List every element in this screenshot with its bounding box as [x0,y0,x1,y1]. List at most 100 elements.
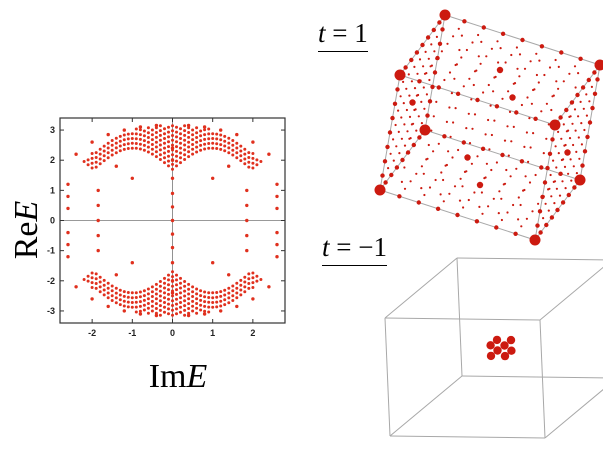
cube-2-label-eq: = −1 [329,232,387,262]
band-point [223,149,227,153]
x-axis-label-prefix: Im [148,358,187,395]
lattice-sphere [392,101,398,107]
data-point [219,128,223,132]
band-point [118,293,122,297]
lattice-sphere [427,57,430,60]
cube-edge [389,375,463,437]
lattice-sphere [515,46,518,49]
lattice-sphere [473,191,476,194]
band-point [239,149,243,153]
lattice-sphere [429,65,432,68]
band-point [106,141,110,145]
band-point [150,299,154,303]
lattice-sphere [493,76,496,79]
band-point [98,280,102,284]
band-point [223,298,227,302]
lattice-sphere [569,158,572,161]
band-point [183,308,187,312]
lattice-sphere [595,77,600,82]
lattice-sphere [531,210,534,213]
band-point [227,141,231,145]
lattice-sphere [572,143,575,147]
cube-edge [544,389,603,439]
band-point [203,137,207,141]
y-tick-label: 0 [50,216,55,226]
lattice-sphere [574,129,577,132]
lattice-sphere [500,31,506,36]
data-point [235,304,239,309]
lattice-sphere [400,157,405,163]
lattice-sphere [460,34,463,37]
cluster-sphere [500,351,510,361]
band-point [191,152,195,156]
band-point [158,299,162,303]
lattice-sphere [508,110,512,113]
band-point [255,158,259,162]
lattice-sphere [420,165,423,168]
band-point [163,291,166,295]
lattice-sphere [551,95,554,98]
band-point [167,145,170,149]
data-point [211,261,215,265]
band-point [187,140,191,144]
x-axis-label-var: E [186,358,208,395]
lattice-sphere [555,207,560,213]
band-point [191,128,195,132]
lattice-sphere [524,175,527,178]
band-point [231,139,235,142]
band-point [175,125,178,129]
band-point [150,290,154,294]
band-point [134,305,138,309]
lattice-sphere [437,41,443,46]
lattice-sphere [550,108,553,112]
lattice-sphere [449,135,452,138]
lattice-sphere [532,132,535,135]
band-point [102,288,106,292]
band-point [215,137,219,141]
band-point [211,305,215,309]
lattice-sphere [437,20,442,25]
band-point [154,302,158,306]
band-point [138,300,142,304]
band-point [163,286,166,290]
band-point [150,309,154,313]
lattice-sphere [416,200,421,205]
band-point [171,279,174,283]
band-point [179,161,182,165]
data-point [186,123,191,128]
band-point [90,281,94,285]
band-point [175,302,178,306]
band-point [86,163,90,167]
lattice-sphere [387,167,390,170]
cube-panel-2 [384,257,603,439]
band-point [158,153,162,157]
band-point [167,149,170,153]
lattice-sphere [568,72,571,75]
lattice-sphere [450,92,453,95]
lattice-sphere [580,122,583,125]
band-point [187,307,191,310]
data-point [122,128,127,132]
lattice-sphere [528,181,532,184]
lattice-sphere [575,172,578,175]
band-point [171,153,174,157]
lattice-sphere [414,50,420,55]
lattice-sphere [385,144,390,150]
lattice-sphere [547,123,550,126]
lattice-sphere [590,105,595,111]
band-point [171,289,174,293]
band-point [126,295,130,299]
lattice-sphere [471,127,474,130]
band-point [114,151,118,155]
corner-sphere [574,174,586,186]
lattice-sphere [462,85,465,88]
lattice-sphere [475,97,480,103]
lattice-sphere [408,94,411,97]
band-point [179,301,182,304]
band-point [163,132,166,136]
band-point [114,291,118,295]
lattice-sphere [487,205,490,208]
data-point [114,273,119,277]
data-point [74,285,78,289]
lattice-sphere [394,165,400,170]
